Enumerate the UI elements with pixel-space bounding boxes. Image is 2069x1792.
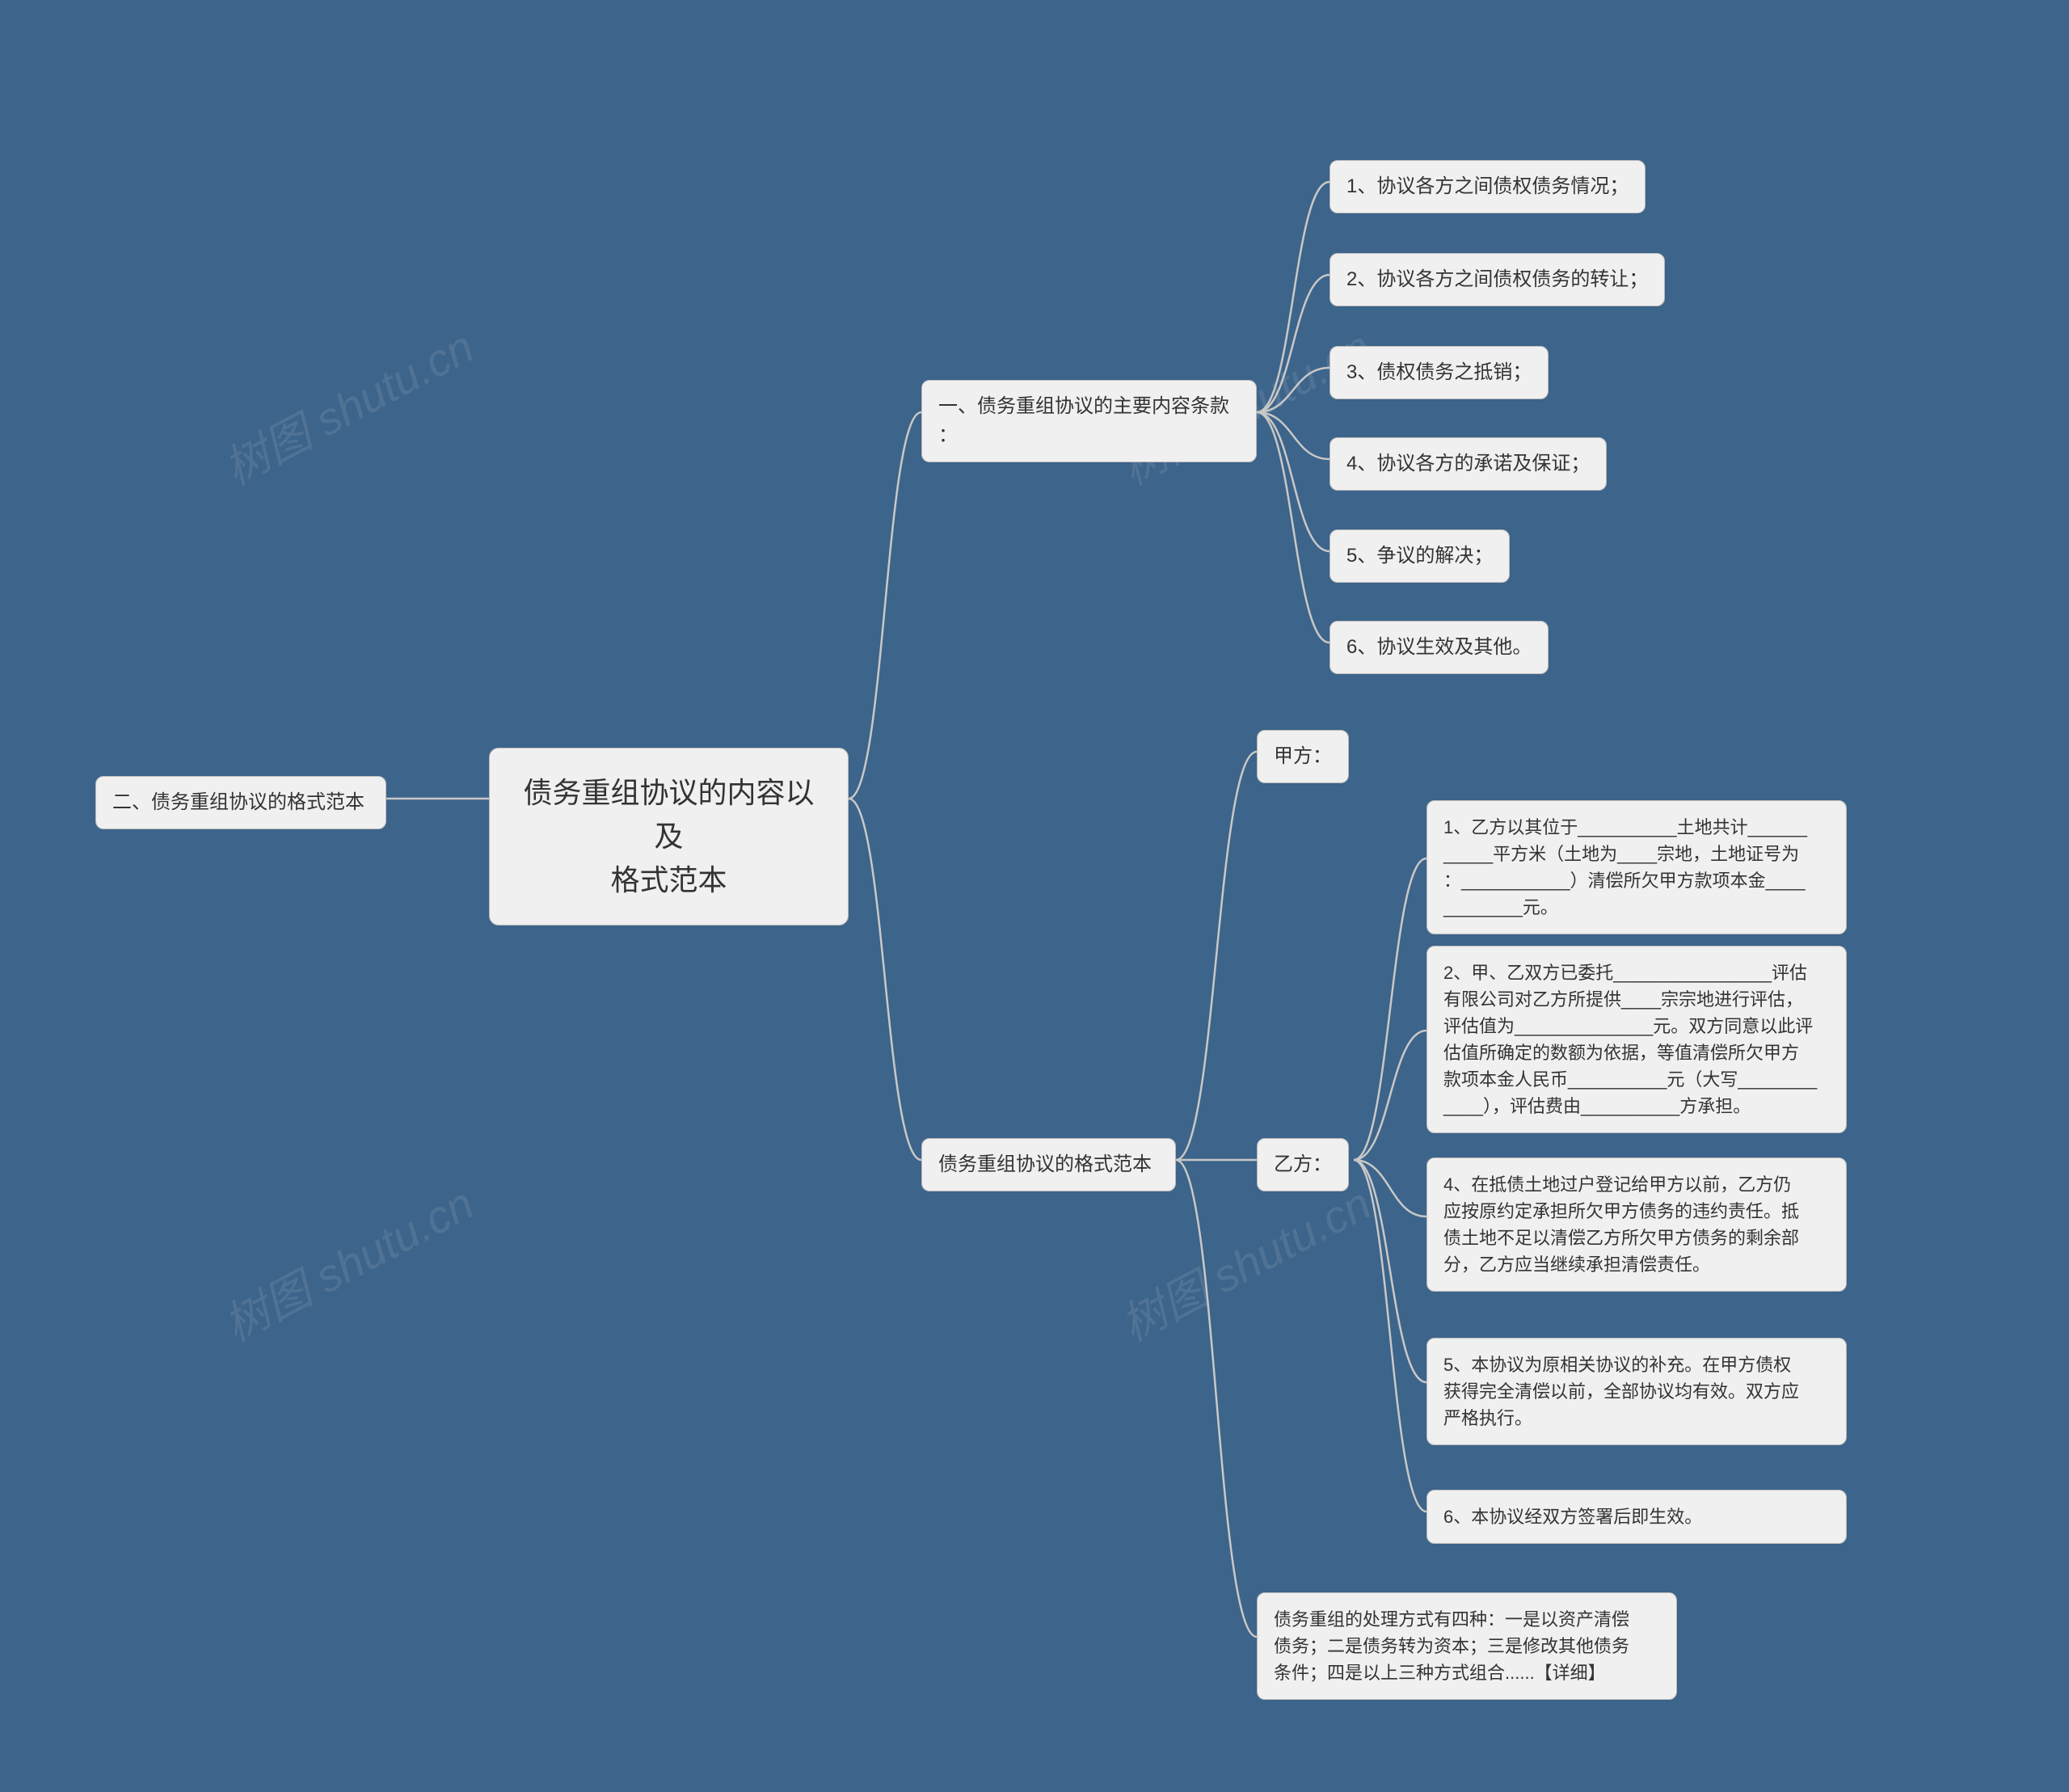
section-1-item: 1、协议各方之间债权债务情况； bbox=[1329, 160, 1646, 213]
section-1-item: 4、协议各方的承诺及保证； bbox=[1329, 437, 1607, 491]
section-1-node: 一、债务重组协议的主要内容条款 ： bbox=[921, 380, 1257, 462]
party-a-node: 甲方： bbox=[1257, 730, 1349, 783]
section-1-item: 3、债权债务之抵销； bbox=[1329, 346, 1549, 399]
section-1-item: 5、争议的解决； bbox=[1329, 529, 1510, 583]
clause-node: 2、甲、乙双方已委托________________评估 有限公司对乙方所提供_… bbox=[1426, 946, 1847, 1133]
party-b-node: 乙方： bbox=[1257, 1138, 1349, 1191]
section-1-item: 6、协议生效及其他。 bbox=[1329, 621, 1549, 674]
footer-node: 债务重组的处理方式有四种：一是以资产清偿 债务；二是债务转为资本；三是修改其他债… bbox=[1257, 1592, 1677, 1700]
watermark: 树图 shutu.cn bbox=[211, 311, 484, 498]
template-node: 债务重组协议的格式范本 bbox=[921, 1138, 1176, 1191]
clause-node: 1、乙方以其位于__________土地共计______ _____平方米（土地… bbox=[1426, 800, 1847, 934]
section-1-item: 2、协议各方之间债权债务的转让； bbox=[1329, 253, 1665, 306]
clause-node: 5、本协议为原相关协议的补充。在甲方债权 获得完全清偿以前，全部协议均有效。双方… bbox=[1426, 1338, 1847, 1445]
watermark: 树图 shutu.cn bbox=[1108, 1168, 1381, 1355]
clause-node: 6、本协议经双方签署后即生效。 bbox=[1426, 1490, 1847, 1544]
clause-node: 4、在抵债土地过户登记给甲方以前，乙方仍 应按原约定承担所欠甲方债务的违约责任。… bbox=[1426, 1157, 1847, 1292]
section-2-node: 二、债务重组协议的格式范本 bbox=[95, 776, 386, 829]
root-node: 债务重组协议的内容以及 格式范本 bbox=[489, 748, 849, 926]
watermark: 树图 shutu.cn bbox=[211, 1168, 484, 1355]
